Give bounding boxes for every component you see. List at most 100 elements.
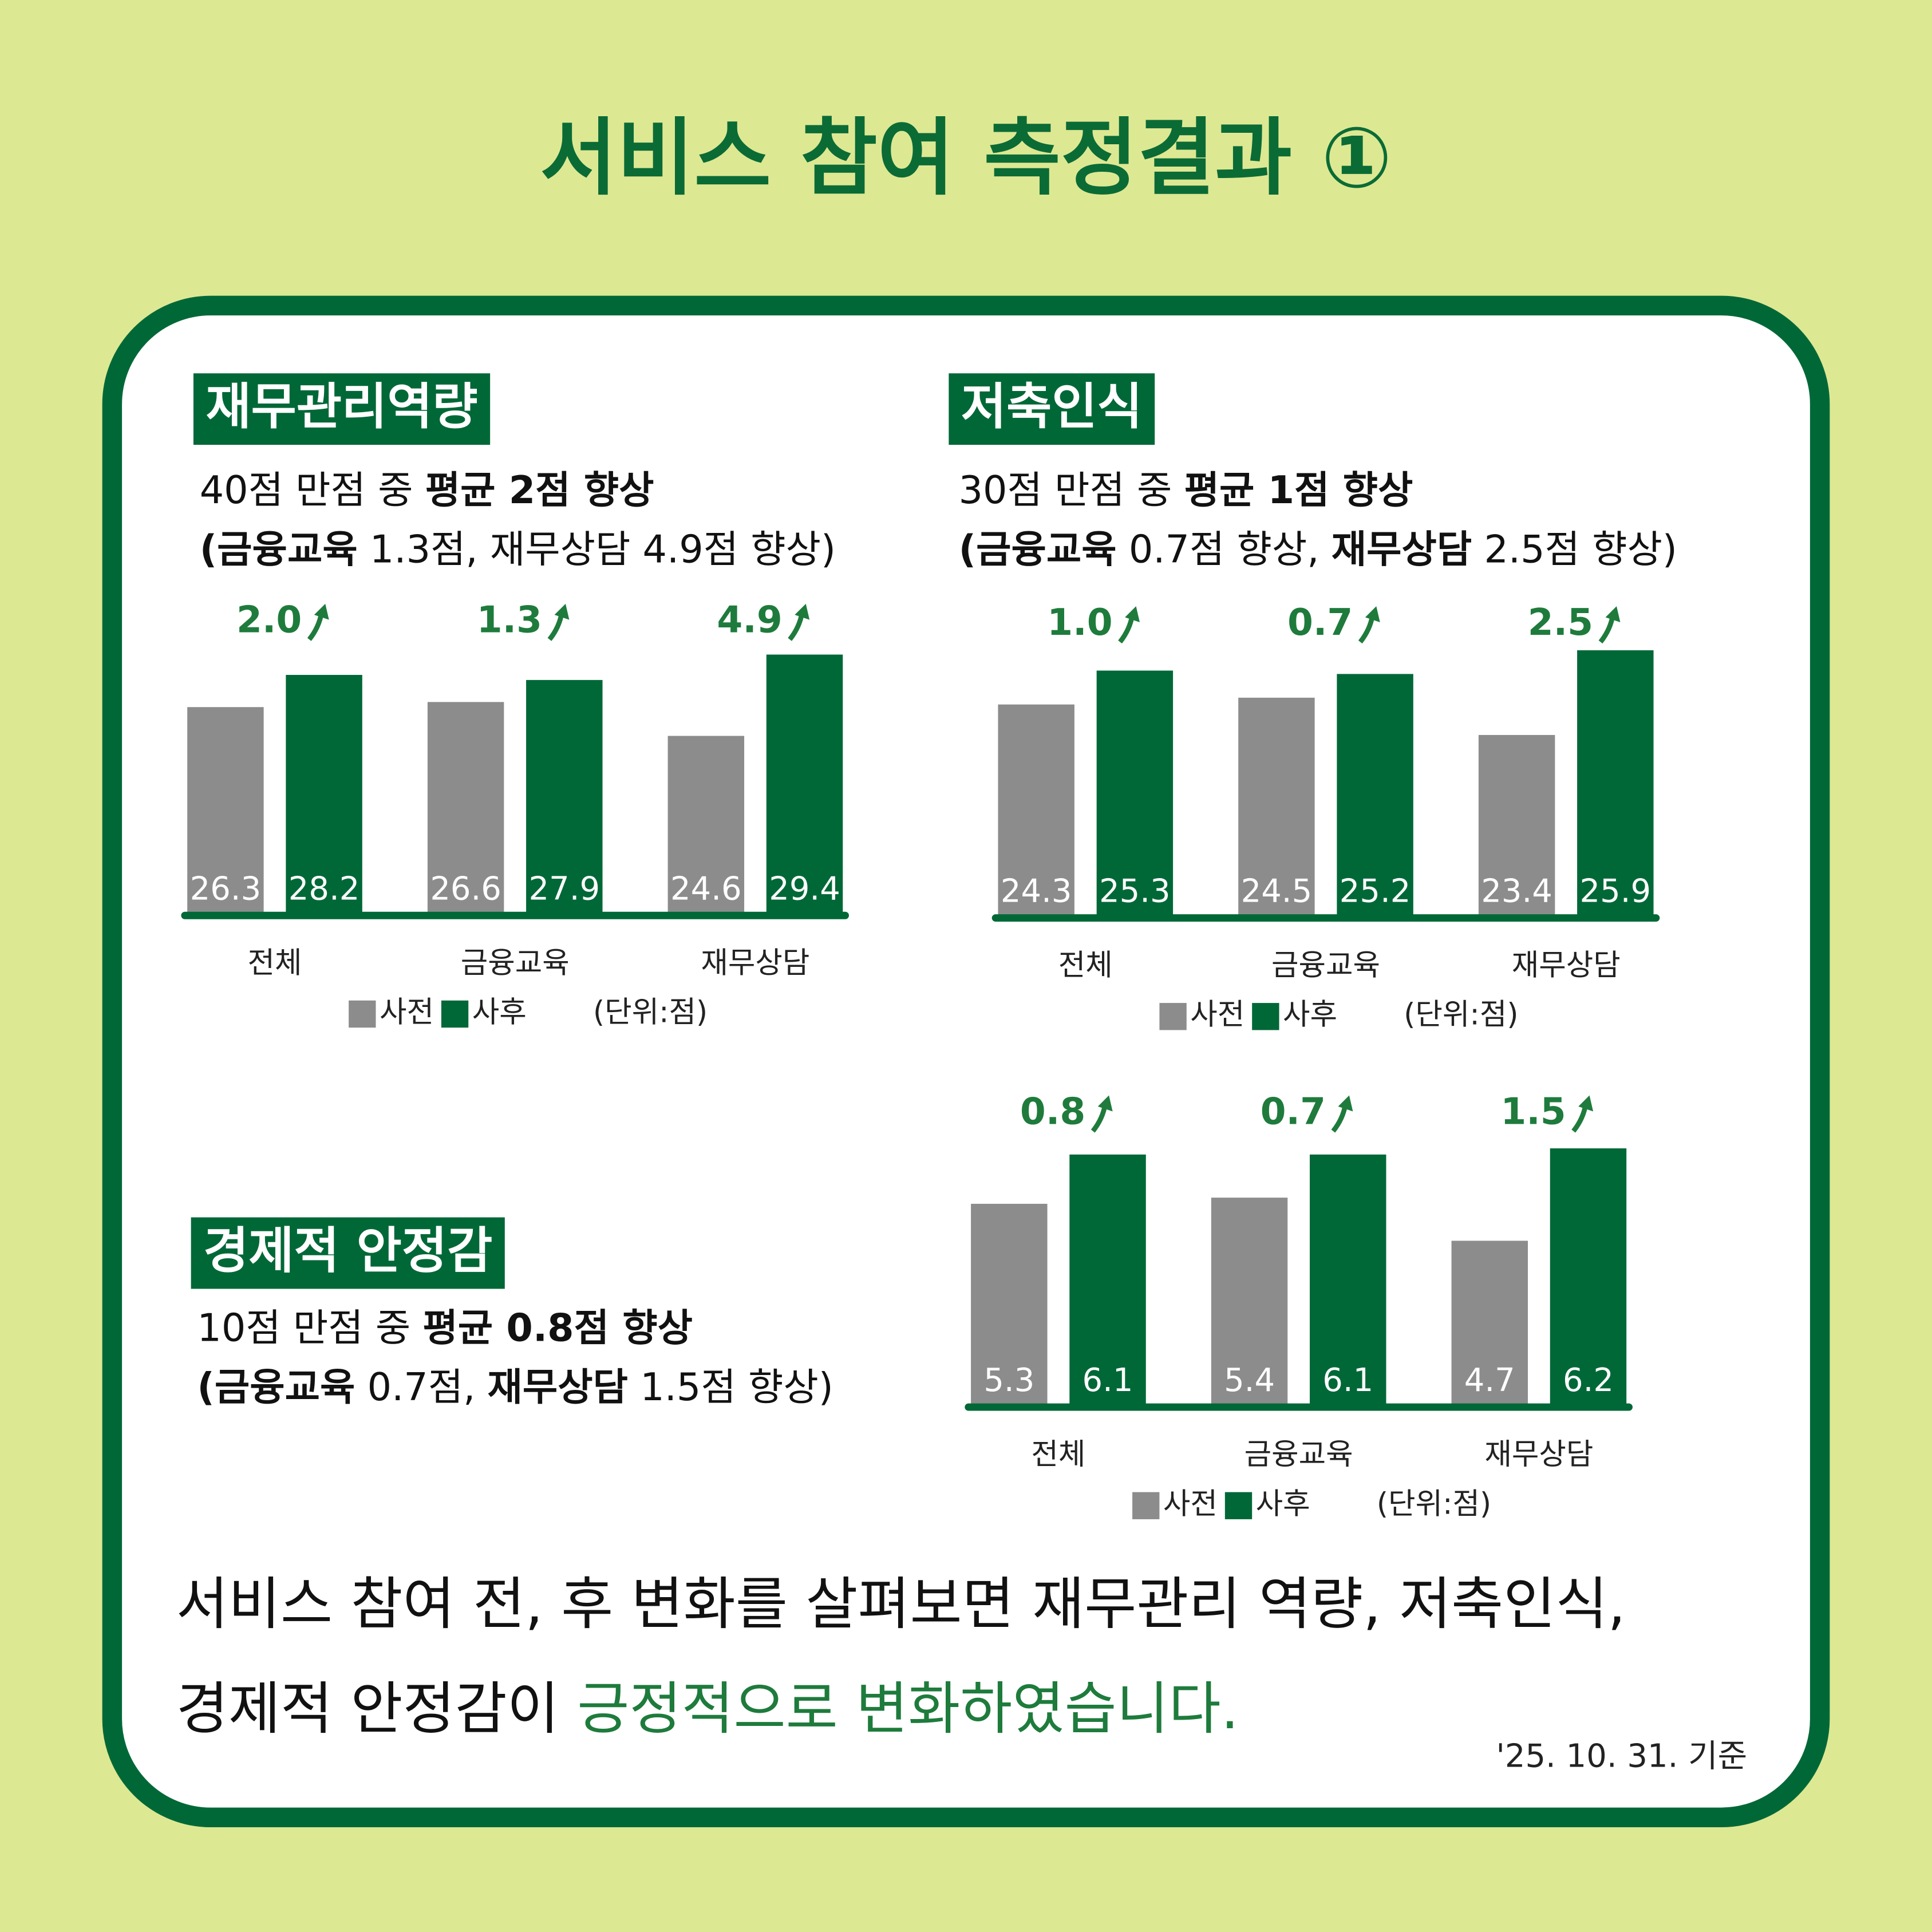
panel-description: 10점 만점 중 평균 0.8점 향상	[197, 1306, 693, 1350]
arrow-head	[1605, 606, 1621, 622]
bar	[1096, 670, 1174, 918]
legend-label: 사후	[1283, 998, 1337, 1032]
arrow-head	[314, 603, 329, 620]
change-label: 0.8	[1020, 1090, 1085, 1133]
text-segment: 1.5점 향상)	[628, 1365, 833, 1409]
text-segment: 2.5점 향상)	[1472, 527, 1677, 571]
value-label: 25.3	[1099, 873, 1171, 910]
unit-label: (단위:점)	[1404, 998, 1518, 1032]
value-label: 26.6	[430, 870, 501, 907]
x-tick-label: 전체	[1031, 1437, 1085, 1472]
change-label: 1.0	[1047, 601, 1112, 644]
change-label: 1.5	[1500, 1090, 1566, 1133]
legend-label: 사후	[472, 995, 527, 1029]
panel-heading-box	[191, 1217, 505, 1289]
value-label: 24.6	[670, 870, 742, 907]
summary-text: 경제적 안정감이 긍정적으로 변화하였습니다.	[176, 1676, 1239, 1742]
value-label: 28.2	[289, 870, 360, 907]
value-label: 4.7	[1464, 1362, 1515, 1399]
date-note: '25. 10. 31. 기준	[1496, 1738, 1747, 1775]
arrow-head	[1578, 1095, 1594, 1112]
x-tick-label: 전체	[247, 946, 302, 980]
text-segment: 40점 만점 중	[200, 468, 425, 512]
value-label: 6.1	[1322, 1362, 1373, 1399]
text-segment: 30점 만점 중	[959, 468, 1184, 512]
unit-label: (단위:점)	[1377, 1487, 1491, 1521]
change-label: 2.5	[1528, 601, 1593, 644]
x-tick-label: 전체	[1058, 949, 1113, 983]
bar	[766, 654, 843, 916]
bar	[1211, 1198, 1288, 1408]
legend-swatch	[1252, 1003, 1279, 1030]
x-tick-label: 금융교육	[1271, 949, 1380, 983]
legend-label: 사전	[380, 995, 434, 1029]
change-label: 2.0	[236, 599, 302, 642]
value-label: 26.3	[190, 870, 262, 907]
panel-description: 40점 만점 중 평균 2점 향상	[200, 468, 654, 512]
legend-swatch	[1159, 1003, 1187, 1030]
text-segment: 0.7점,	[355, 1365, 487, 1409]
value-label: 23.4	[1481, 873, 1552, 910]
value-label: 6.2	[1563, 1362, 1614, 1399]
text-segment: (금융교육	[200, 527, 358, 571]
bar	[526, 679, 603, 916]
arrow-head	[795, 603, 810, 620]
text-segment: (금융교육	[959, 527, 1117, 571]
bar	[1069, 1154, 1146, 1408]
panel-heading-box	[193, 373, 491, 445]
arrow-head	[1125, 606, 1140, 622]
value-label: 24.5	[1241, 873, 1313, 910]
arrow-head	[1097, 1095, 1113, 1112]
x-tick-label: 재무상담	[1512, 949, 1621, 983]
text-segment: 평균 2점 향상	[425, 468, 654, 512]
bar	[1478, 734, 1555, 918]
arrow-head	[1365, 606, 1380, 622]
text-segment: 1.3점, 재무상담 4.9점 향상)	[358, 527, 836, 571]
text-segment: 10점 만점 중	[197, 1306, 422, 1350]
value-label: 29.4	[769, 870, 840, 907]
text-segment: 재무상담	[1332, 527, 1472, 571]
bar	[187, 707, 264, 916]
legend-swatch	[441, 1000, 469, 1028]
x-tick-label: 금융교육	[1244, 1437, 1353, 1472]
bar	[1238, 697, 1315, 918]
text-segment: 서비스 참여 전, 후 변화를 살펴보면 재무관리 역량, 저축인식,	[176, 1571, 1626, 1637]
bar	[1550, 1148, 1627, 1408]
bar	[667, 736, 745, 916]
bar	[1337, 674, 1413, 918]
panel-heading: 재무관리역량	[206, 378, 477, 436]
legend-swatch	[1132, 1492, 1160, 1519]
panel-description: (금융교육 0.7점, 재무상담 1.5점 향상)	[197, 1365, 833, 1409]
legend-swatch	[349, 1000, 376, 1028]
panel-description: 30점 만점 중 평균 1점 향상	[959, 468, 1413, 512]
bar	[1577, 650, 1654, 918]
text-segment: 경제적 안정감이	[176, 1676, 578, 1742]
legend-label: 사전	[1163, 1487, 1218, 1521]
page-title: 서비스 참여 측정결과 ①	[540, 109, 1392, 207]
value-label: 27.9	[529, 870, 600, 907]
change-label: 0.7	[1287, 601, 1353, 644]
text-segment: 긍정적으로 변화하였습니다.	[577, 1676, 1239, 1742]
bar	[998, 704, 1074, 918]
change-label: 4.9	[717, 599, 782, 642]
value-label: 5.3	[983, 1362, 1034, 1399]
text-segment: 재무상담	[488, 1365, 629, 1409]
text-segment: 평균 1점 향상	[1184, 468, 1413, 512]
panel-description: (금융교육 0.7점 향상, 재무상담 2.5점 향상)	[959, 527, 1677, 571]
arrow-head	[1338, 1095, 1353, 1112]
bar	[971, 1203, 1048, 1408]
value-label: 5.4	[1224, 1362, 1275, 1399]
arrow-head	[554, 603, 570, 620]
bar	[286, 674, 362, 916]
x-tick-label: 금융교육	[461, 946, 570, 980]
change-label: 0.7	[1261, 1090, 1326, 1133]
value-label: 25.2	[1340, 873, 1411, 910]
value-label: 24.3	[1001, 873, 1072, 910]
change-label: 1.3	[477, 599, 542, 642]
value-label: 6.1	[1082, 1362, 1133, 1399]
panel-heading-box	[949, 373, 1155, 445]
text-segment: 평균 0.8점 향상	[422, 1306, 693, 1350]
text-segment: 0.7점 향상,	[1117, 527, 1332, 571]
